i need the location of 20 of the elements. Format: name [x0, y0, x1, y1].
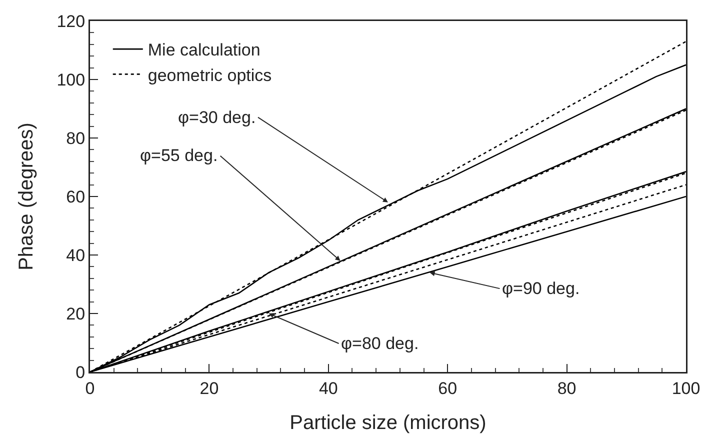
x-axis-title: Particle size (microns)	[290, 412, 486, 434]
x-tick-label: 20	[200, 378, 219, 398]
x-tick-label: 60	[438, 378, 458, 398]
annotation: φ=30 deg.	[178, 108, 256, 127]
y-tick-label: 100	[56, 70, 86, 90]
annotation: φ=80 deg.	[341, 334, 419, 353]
x-tick-label: 80	[557, 378, 576, 398]
x-tick-label: 100	[672, 378, 700, 398]
annotation: φ=55 deg.	[140, 146, 218, 165]
y-tick-label: 60	[66, 187, 86, 206]
y-tick-label: 80	[66, 128, 86, 148]
x-tick-label: 40	[318, 378, 338, 398]
legend-label: Mie calculation	[148, 40, 260, 60]
y-tick-label: 0	[76, 362, 86, 382]
y-tick-label: 120	[56, 12, 86, 31]
y-axis-title: Phase (degrees)	[15, 122, 38, 270]
y-tick-label: 40	[66, 246, 86, 265]
y-tick-label: 20	[66, 304, 86, 324]
legend-label: geometric optics	[148, 66, 272, 85]
annotation: φ=90 deg.	[502, 279, 580, 298]
